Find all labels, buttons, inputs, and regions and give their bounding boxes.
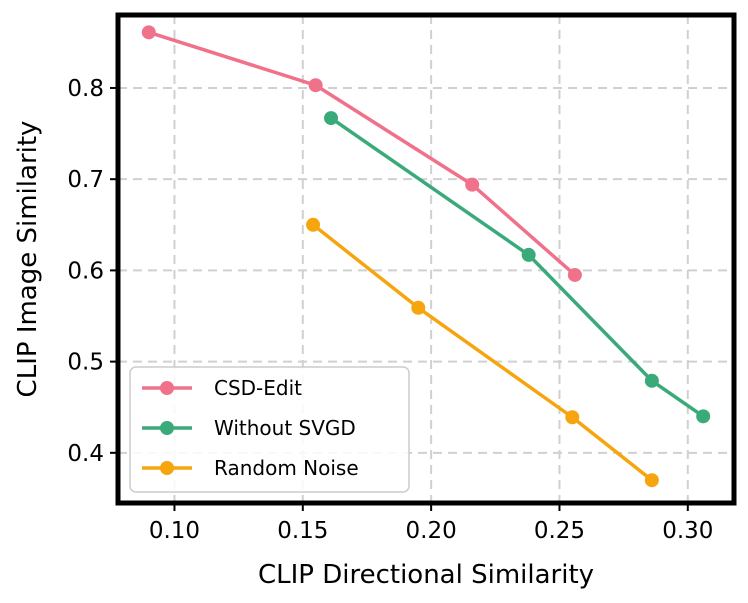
data-point	[696, 409, 711, 424]
y-tick-label: 0.8	[67, 76, 104, 102]
data-point	[308, 78, 323, 93]
y-tick-label: 0.7	[67, 167, 104, 193]
data-point	[306, 217, 321, 232]
legend: CSD-Edit Without SVGD Random Noise	[129, 366, 410, 493]
x-tick-label: 0.25	[534, 518, 585, 544]
x-axis-label: CLIP Directional Similarity	[258, 560, 594, 590]
y-axis-label: CLIP Image Similarity	[13, 121, 43, 398]
data-point	[141, 25, 156, 40]
data-point	[565, 410, 580, 425]
data-point	[324, 111, 339, 126]
x-tick-label: 0.15	[277, 518, 328, 544]
legend-box	[129, 366, 410, 493]
data-point	[411, 300, 426, 315]
y-tick-label: 0.6	[67, 258, 104, 284]
y-tick-label: 0.5	[67, 350, 104, 376]
legend-label: Random Noise	[214, 456, 359, 480]
series-line	[330, 116, 705, 418]
x-tick-label: 0.20	[406, 518, 457, 544]
legend-swatch-marker	[160, 421, 174, 435]
legend-swatch-marker	[160, 461, 174, 475]
series-line	[311, 223, 653, 482]
legend-label: Without SVGD	[214, 416, 356, 440]
legend-label: CSD-Edit	[214, 376, 302, 400]
series-line	[148, 30, 577, 277]
legend-swatch-marker	[160, 381, 174, 395]
y-tick-label: 0.4	[67, 441, 104, 467]
data-point	[644, 473, 659, 488]
data-point	[465, 177, 480, 192]
x-tick-label: 0.10	[149, 518, 200, 544]
plot-frame	[115, 12, 737, 506]
data-point	[567, 267, 582, 282]
data-point	[644, 373, 659, 388]
tick-layer: 0.10 0.15 0.20 0.25 0.30 0.4 0.5 0.6 0.7 0.8	[67, 76, 713, 544]
x-tick-label: 0.30	[662, 518, 713, 544]
data-point	[521, 247, 536, 262]
series-layer	[141, 25, 711, 488]
